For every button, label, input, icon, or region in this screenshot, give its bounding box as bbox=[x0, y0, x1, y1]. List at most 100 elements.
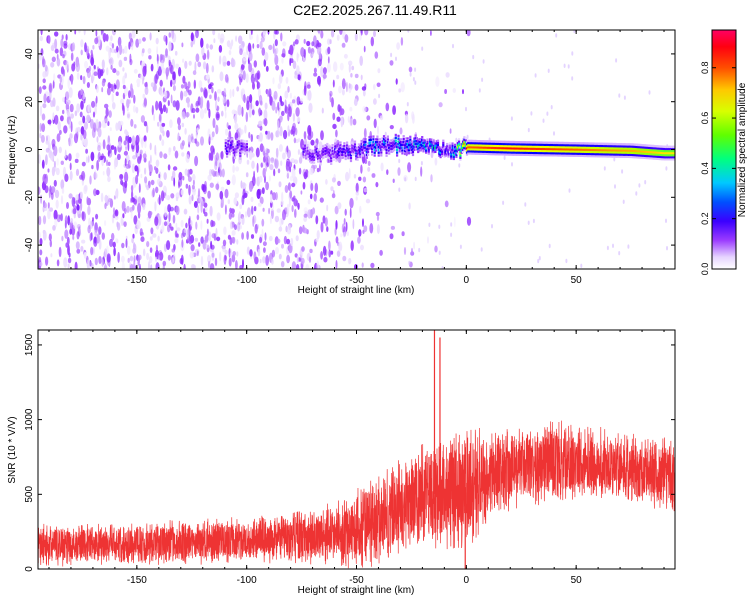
noise-blob bbox=[295, 264, 300, 269]
noise-blob bbox=[235, 35, 238, 42]
signal-cell bbox=[633, 145, 636, 148]
signal-cell bbox=[659, 155, 662, 159]
signal-cell bbox=[668, 149, 671, 153]
noise-blob bbox=[320, 66, 324, 77]
signal-cell bbox=[418, 138, 421, 141]
noise-blob bbox=[307, 199, 311, 205]
signal-cell bbox=[522, 151, 525, 154]
signal-cell bbox=[642, 148, 645, 151]
signal-cell bbox=[479, 142, 482, 145]
signal-cell bbox=[455, 153, 458, 156]
noise-blob bbox=[91, 100, 96, 108]
signal-cell bbox=[334, 148, 337, 151]
x-tick-label: 50 bbox=[571, 275, 583, 286]
noise-blob bbox=[527, 127, 530, 133]
colorbar-tick-label: 0.4 bbox=[700, 162, 710, 175]
noise-blob bbox=[538, 256, 541, 261]
signal-cell bbox=[483, 140, 486, 143]
noise-blob bbox=[133, 124, 137, 129]
signal-cell bbox=[642, 156, 645, 159]
signal-cell bbox=[513, 147, 516, 150]
signal-cell bbox=[537, 143, 540, 146]
signal-cell bbox=[232, 151, 235, 154]
noise-blob bbox=[298, 156, 303, 164]
noise-blob bbox=[139, 74, 143, 80]
signal-cell bbox=[371, 147, 374, 151]
signal-cell bbox=[394, 142, 397, 145]
noise-blob bbox=[130, 83, 133, 92]
signal-cell bbox=[509, 147, 512, 150]
noise-blob bbox=[332, 123, 337, 130]
signal-cell bbox=[583, 154, 586, 158]
noise-blob bbox=[102, 171, 105, 176]
noise-blob bbox=[250, 196, 254, 203]
signal-cell bbox=[485, 152, 488, 155]
signal-cell bbox=[410, 143, 413, 146]
noise-blob bbox=[150, 227, 154, 235]
noise-blob bbox=[334, 227, 337, 236]
noise-blob bbox=[38, 186, 41, 195]
signal-cell bbox=[322, 156, 325, 159]
noise-blob bbox=[188, 184, 191, 196]
noise-blob bbox=[100, 192, 104, 203]
noise-blob bbox=[103, 264, 108, 269]
signal-cell bbox=[626, 147, 629, 150]
signal-cell bbox=[642, 154, 645, 157]
signal-cell bbox=[580, 142, 583, 145]
signal-cell bbox=[593, 152, 596, 156]
noise-blob bbox=[430, 174, 433, 183]
signal-cell bbox=[621, 147, 624, 150]
signal-cell bbox=[572, 154, 575, 157]
signal-cell bbox=[339, 152, 342, 155]
signal-cell bbox=[526, 143, 529, 146]
noise-blob bbox=[239, 48, 243, 56]
signal-cell bbox=[642, 152, 645, 155]
signal-cell bbox=[522, 149, 525, 152]
signal-cell bbox=[487, 150, 490, 153]
noise-blob bbox=[330, 250, 334, 255]
noise-blob bbox=[188, 60, 192, 66]
signal-cell bbox=[432, 150, 436, 154]
noise-blob bbox=[272, 77, 275, 85]
signal-cell bbox=[343, 147, 346, 151]
signal-cell bbox=[608, 144, 611, 148]
noise-blob bbox=[398, 158, 401, 164]
signal-cell bbox=[612, 149, 615, 152]
signal-cell bbox=[381, 145, 384, 149]
signal-cell bbox=[339, 147, 342, 150]
signal-cell bbox=[658, 149, 661, 152]
signal-cell bbox=[335, 151, 338, 154]
signal-cell bbox=[342, 153, 345, 156]
signal-cell bbox=[488, 150, 491, 154]
signal-cell bbox=[432, 148, 436, 152]
noise-blob bbox=[411, 111, 415, 120]
noise-blob bbox=[323, 256, 328, 263]
signal-cell bbox=[617, 151, 620, 154]
noise-blob bbox=[90, 232, 93, 241]
signal-cell bbox=[427, 146, 430, 149]
signal-cell bbox=[645, 146, 648, 149]
noise-blob bbox=[43, 93, 47, 104]
signal-cell bbox=[585, 142, 588, 145]
noise-blob bbox=[131, 135, 135, 146]
signal-cell bbox=[319, 157, 322, 160]
signal-cell bbox=[451, 142, 454, 145]
signal-cell bbox=[556, 154, 559, 157]
signal-cell bbox=[479, 140, 482, 143]
noise-blob bbox=[172, 71, 176, 81]
noise-blob bbox=[277, 168, 281, 174]
signal-cell bbox=[434, 142, 437, 145]
noise-blob bbox=[227, 234, 231, 240]
noise-blob bbox=[165, 67, 170, 77]
signal-cell bbox=[400, 143, 403, 147]
signal-cell bbox=[477, 142, 480, 145]
noise-blob bbox=[208, 83, 212, 90]
noise-blob bbox=[80, 133, 83, 141]
noise-blob bbox=[127, 141, 130, 152]
noise-blob bbox=[553, 131, 555, 136]
signal-cell bbox=[591, 148, 594, 151]
signal-cell bbox=[365, 145, 368, 148]
noise-blob bbox=[330, 30, 335, 38]
signal-cell bbox=[314, 148, 317, 151]
signal-cell bbox=[671, 149, 674, 153]
